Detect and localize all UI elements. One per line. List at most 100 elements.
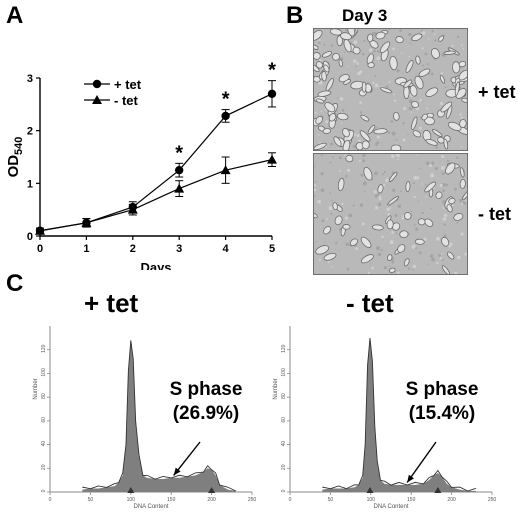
- texture-speck: [434, 39, 437, 42]
- texture-speck: [413, 195, 416, 199]
- micrograph-plus-tet-label: + tet: [478, 82, 516, 102]
- series-line-1: [39, 159, 273, 232]
- texture-speck: [381, 235, 384, 238]
- texture-speck: [427, 63, 430, 66]
- cell: [337, 177, 345, 192]
- texture-speck: [320, 172, 324, 176]
- cell: [446, 251, 455, 260]
- texture-speck: [415, 247, 418, 250]
- hist-x-title: DNA Content: [373, 504, 408, 510]
- texture-speck: [352, 204, 355, 207]
- texture-speck: [396, 69, 400, 73]
- texture-speck: [314, 165, 316, 168]
- texture-speck: [425, 161, 430, 165]
- growth-curve-chart: 0 1 2 3 0 1 2 3 4 5 Days OD540 + tet- tet * * *: [5, 60, 277, 270]
- texture-speck: [454, 271, 458, 274]
- texture-speck: [376, 56, 381, 61]
- cell: [412, 130, 422, 138]
- texture-speck: [448, 244, 452, 248]
- legend-marker-circle: [92, 79, 102, 89]
- texture-speck: [395, 154, 400, 158]
- texture-speck: [452, 204, 455, 207]
- texture-speck: [419, 99, 423, 102]
- cell: [459, 178, 466, 189]
- texture-speck: [329, 161, 332, 164]
- texture-speck: [325, 120, 329, 124]
- texture-speck: [373, 49, 376, 53]
- hist-x-tick-label: 150: [407, 497, 416, 503]
- cell: [375, 31, 386, 40]
- texture-speck: [456, 221, 459, 224]
- texture-speck: [371, 266, 374, 270]
- cell: [349, 238, 358, 247]
- x-tick-label: 0: [37, 243, 43, 255]
- texture-speck: [395, 232, 398, 235]
- texture-speck: [460, 116, 464, 120]
- texture-speck: [339, 97, 344, 101]
- texture-speck: [390, 207, 392, 209]
- cell: [403, 258, 410, 267]
- sphase-arrow-head: [407, 474, 414, 483]
- texture-speck: [400, 52, 403, 54]
- texture-speck: [375, 143, 378, 146]
- hist-peak-marker: [208, 487, 216, 493]
- texture-speck: [318, 141, 322, 144]
- cell: [446, 204, 453, 213]
- texture-speck: [391, 261, 395, 264]
- hist-x-tick-label: 200: [447, 497, 456, 503]
- texture-speck: [326, 218, 329, 221]
- texture-speck: [441, 172, 445, 175]
- cell: [360, 236, 372, 248]
- cell: [338, 59, 343, 68]
- micrograph-minus-tet: [313, 153, 468, 275]
- texture-speck: [431, 257, 435, 262]
- cell: [363, 166, 373, 181]
- texture-speck: [374, 194, 378, 198]
- texture-speck: [355, 247, 359, 251]
- texture-speck: [415, 176, 420, 180]
- cell: [459, 119, 467, 128]
- texture-speck: [425, 195, 428, 198]
- cell: [461, 189, 467, 201]
- texture-speck: [314, 183, 316, 187]
- cell: [448, 197, 456, 205]
- significance-asterisk: *: [222, 89, 230, 111]
- y-tick-label: 0: [27, 231, 33, 243]
- cell: [379, 41, 391, 54]
- texture-speck: [451, 44, 454, 47]
- x-tick-label: 4: [223, 243, 230, 255]
- texture-speck: [441, 220, 443, 222]
- cell: [430, 48, 440, 59]
- legend-marker-triangle: [92, 95, 102, 104]
- texture-speck: [332, 156, 334, 159]
- texture-speck: [453, 187, 457, 191]
- cell: [377, 184, 384, 194]
- cell: [342, 128, 350, 138]
- data-point-circle: [221, 111, 230, 121]
- cell: [424, 181, 437, 193]
- texture-speck: [343, 51, 345, 54]
- texture-speck: [408, 56, 410, 58]
- texture-speck: [330, 142, 333, 146]
- cell: [415, 55, 421, 65]
- hist-outline: [82, 340, 237, 492]
- y-tick-label: 2: [27, 126, 33, 138]
- texture-speck: [340, 122, 343, 125]
- texture-speck: [439, 183, 443, 188]
- cell: [332, 53, 340, 61]
- texture-speck: [402, 107, 407, 111]
- cell: [405, 60, 414, 73]
- cell: [334, 215, 343, 226]
- cell: [411, 100, 419, 109]
- texture-speck: [421, 101, 424, 103]
- cell: [343, 79, 351, 85]
- texture-speck: [345, 242, 349, 247]
- texture-speck: [423, 237, 427, 241]
- texture-speck: [374, 171, 378, 176]
- cell: [333, 136, 342, 147]
- texture-speck: [379, 59, 382, 62]
- cell: [393, 111, 400, 121]
- texture-speck: [431, 161, 435, 165]
- texture-speck: [352, 59, 357, 63]
- sphase-label-right: S phase (15.4%): [392, 378, 492, 426]
